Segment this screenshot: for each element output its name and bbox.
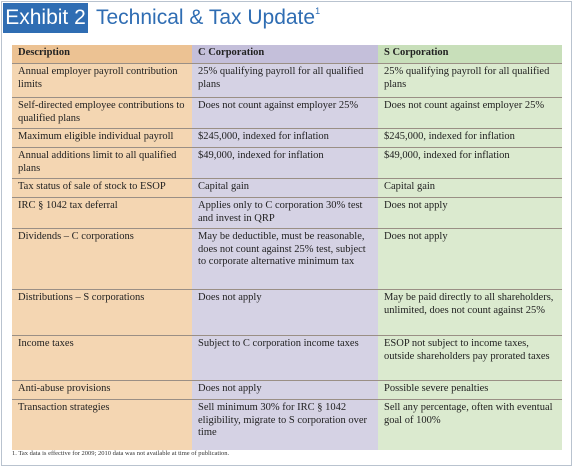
- table-cell: Does not count against employer 25%: [378, 97, 562, 129]
- table-cell: Does not count against employer 25%: [192, 97, 378, 129]
- table-cell: Does not apply: [378, 228, 562, 290]
- table-row: Anti-abuse provisions Does not apply Possi…: [12, 380, 562, 400]
- footnote-ref: 1: [315, 6, 321, 16]
- table-cell: Maximum eligible individual payroll: [12, 128, 192, 148]
- column-header: Description: [12, 45, 192, 64]
- table-cell: Annual employer payroll contribution lim…: [12, 63, 192, 98]
- table-cell: $245,000, indexed for inflation: [378, 128, 562, 148]
- title: Technical & Tax Update: [96, 6, 316, 29]
- table-cell: Does not apply: [192, 380, 378, 400]
- table-cell: Capital gain: [192, 178, 378, 198]
- table-cell: Self-directed employee contributions to …: [12, 97, 192, 129]
- table-cell: Transaction strategies: [12, 399, 192, 450]
- table-cell: IRC § 1042 tax deferral: [12, 197, 192, 229]
- table-cell: Applies only to C corporation 30% test a…: [192, 197, 378, 229]
- column-header: C Corporation: [192, 45, 378, 64]
- table-row: Dividends – C corporations May be deducti…: [12, 228, 562, 290]
- table-cell: 25% qualifying payroll for all qualified…: [378, 63, 562, 98]
- header-row: Description C Corporation S Corporation: [12, 45, 562, 64]
- table-cell: Dividends – C corporations: [12, 228, 192, 290]
- table-row: Annual employer payroll contribution lim…: [12, 63, 562, 98]
- table-row: IRC § 1042 tax deferral Applies only to C…: [12, 197, 562, 229]
- table-cell: $49,000, indexed for inflation: [378, 147, 562, 179]
- table-cell: Does not apply: [192, 289, 378, 336]
- column-header: S Corporation: [378, 45, 562, 64]
- table-cell: Distributions – S corporations: [12, 289, 192, 336]
- table-cell: Tax status of sale of stock to ESOP: [12, 178, 192, 198]
- table-cell: $245,000, indexed for inflation: [192, 128, 378, 148]
- exhibit-label: Exhibit 2: [3, 3, 88, 33]
- table-cell: May be paid directly to all shareholders…: [378, 289, 562, 336]
- table-cell: ESOP not subject to income taxes, outsid…: [378, 335, 562, 381]
- table-cell: Sell any percentage, often with eventual…: [378, 399, 562, 450]
- table-row: Income taxes Subject to C corporation inc…: [12, 335, 562, 381]
- table-cell: Sell minimum 30% for IRC § 1042 eligibil…: [192, 399, 378, 450]
- table-cell: Income taxes: [12, 335, 192, 381]
- table-cell: Annual additions limit to all qualified …: [12, 147, 192, 179]
- table-cell: May be deductible, must be reasonable, d…: [192, 228, 378, 290]
- title-wrap: Technical & Tax Update1: [96, 4, 320, 32]
- table-cell: Subject to C corporation income taxes: [192, 335, 378, 381]
- table-cell: Capital gain: [378, 178, 562, 198]
- table-cell: Anti-abuse provisions: [12, 380, 192, 400]
- footnote: 1. Tax data is effective for 2009; 2010 …: [12, 450, 230, 457]
- table-cell: Does not apply: [378, 197, 562, 229]
- tax-table: Description C Corporation S Corporation Ann…: [12, 45, 562, 450]
- table-cell: $49,000, indexed for inflation: [192, 147, 378, 179]
- table-row: Self-directed employee contributions to …: [12, 97, 562, 129]
- table-cell: Possible severe penalties: [378, 380, 562, 400]
- table-row: Tax status of sale of stock to ESOP Capit…: [12, 178, 562, 198]
- table-row: Transaction strategies Sell minimum 30% f…: [12, 399, 562, 450]
- table-cell: 25% qualifying payroll for all qualified…: [192, 63, 378, 98]
- table-row: Annual additions limit to all qualified …: [12, 147, 562, 179]
- table-row: Maximum eligible individual payroll $245,…: [12, 128, 562, 148]
- table-row: Distributions – S corporations Does not a…: [12, 289, 562, 336]
